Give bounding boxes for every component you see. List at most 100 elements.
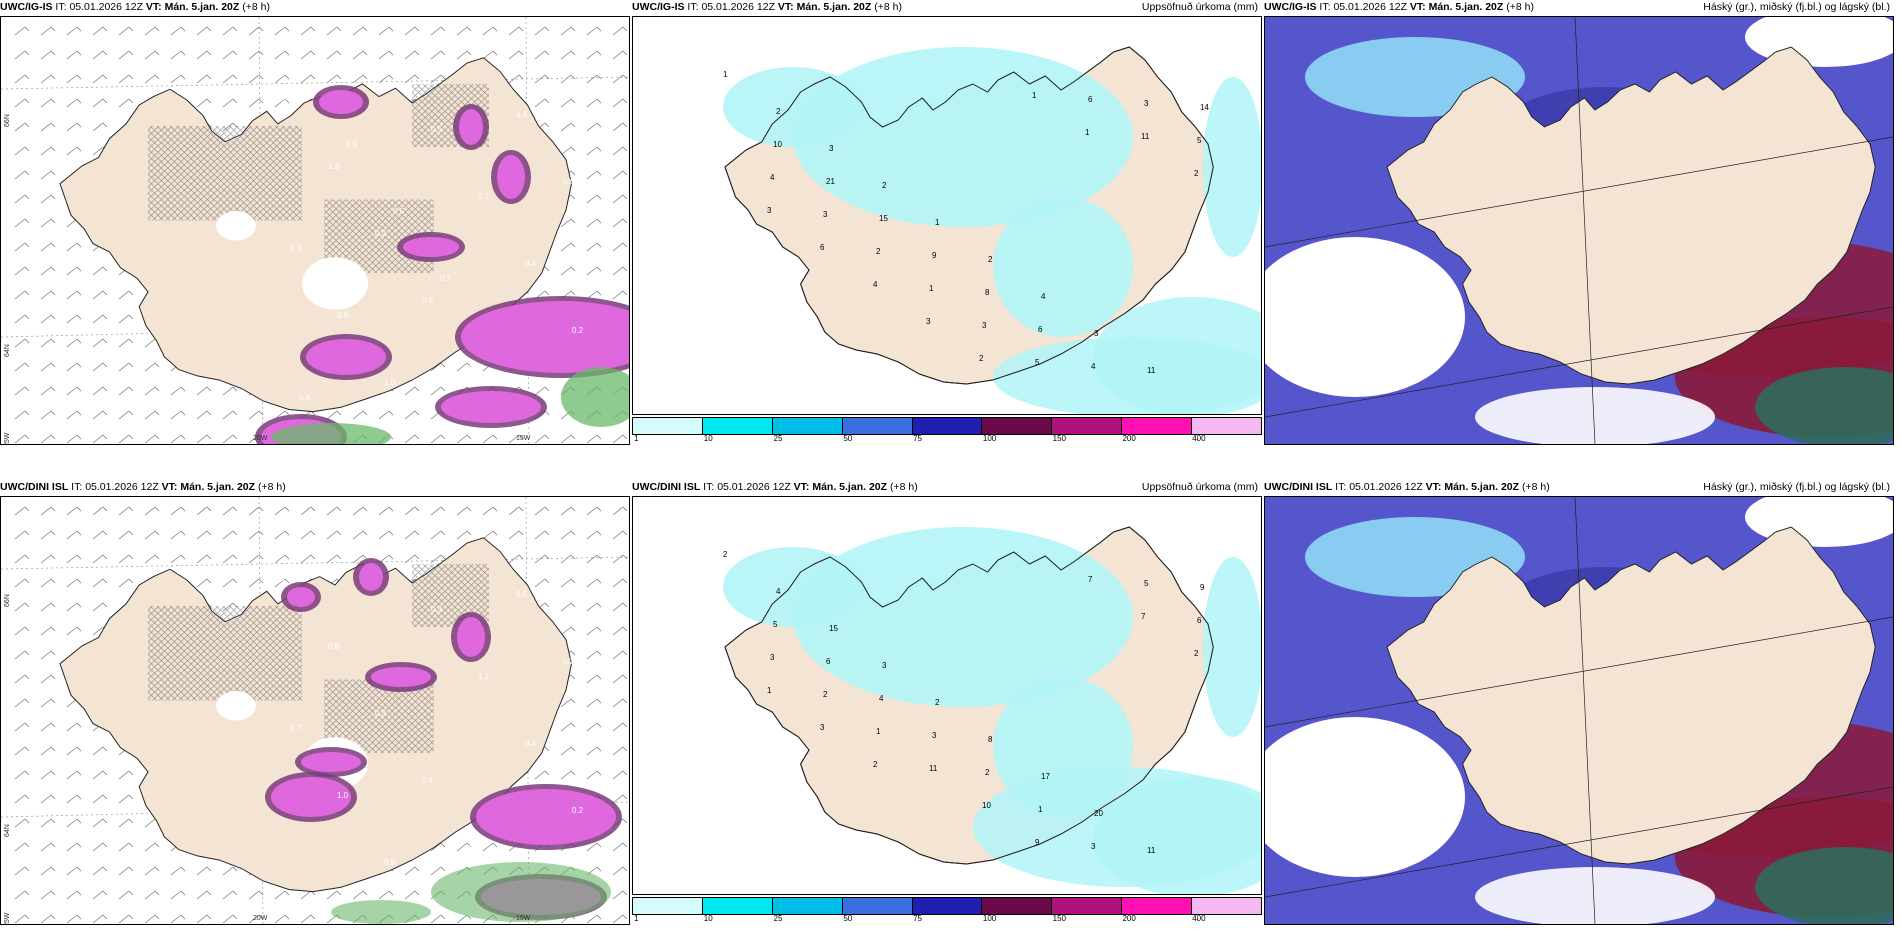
wind-barb — [378, 410, 390, 420]
wind-barb — [560, 578, 572, 588]
wind-barb — [560, 26, 572, 36]
wind-barb — [40, 602, 52, 612]
wind-barb — [118, 914, 130, 924]
wind-barb — [612, 146, 624, 156]
wind-barb-flag — [50, 386, 56, 392]
wind-barb — [118, 338, 130, 348]
valid-time: Mán. 5.jan. 20Z — [180, 481, 256, 493]
wind-barb — [196, 26, 208, 36]
wind-barb — [534, 578, 546, 588]
precip-area — [793, 47, 1133, 227]
wind-barb-flag — [50, 266, 56, 272]
wind-barb-flag — [50, 338, 56, 344]
wind-barb — [222, 554, 234, 564]
hatched-area — [148, 606, 302, 701]
wind-barb — [612, 530, 624, 540]
wind-barb-flag — [24, 890, 30, 896]
snow-value-label: 0.8 — [328, 642, 340, 651]
precip-value-label: 2 — [882, 181, 887, 190]
wind-barb-flag — [544, 74, 550, 80]
wind-barb-flag — [544, 506, 550, 512]
wind-barb — [40, 26, 52, 36]
panel-title: Uppsöfnuð úrkoma (mm) — [1141, 1, 1258, 13]
colorbar-swatch — [1122, 418, 1193, 434]
cloud-map — [1264, 496, 1894, 925]
lon-label: 20W — [253, 435, 268, 442]
wind-barb-flag — [544, 554, 550, 560]
wind-barb-flag — [232, 26, 238, 32]
wind-barb — [612, 74, 624, 84]
wind-barb-flag — [206, 386, 212, 392]
wind-barb-flag — [102, 770, 108, 776]
colorbar-swatch — [842, 898, 913, 914]
wind-barb — [612, 194, 624, 204]
wind-barb-flag — [258, 554, 264, 560]
wind-barb — [456, 434, 468, 444]
wind-barb — [404, 26, 416, 36]
wind-barb — [14, 530, 26, 540]
wind-barb-flag — [50, 866, 56, 872]
wind-barb — [40, 146, 52, 156]
wind-snow-map: 0.5 1.3 0.2 0.6 0.3 1.4 0.6 0.3 0.9 1.0 0.5 0.7 0.4 0… — [0, 16, 630, 445]
lat-label: 25W — [4, 912, 11, 924]
wind-barb — [222, 386, 234, 396]
wind-barb — [274, 530, 286, 540]
wind-barb-flag — [102, 26, 108, 32]
wind-barb-flag — [622, 506, 628, 512]
wind-barb — [14, 722, 26, 732]
snow-area-inner — [459, 109, 483, 145]
snow-value-label: 1.4 — [281, 575, 293, 584]
wind-barb-flag — [232, 578, 238, 584]
colorbar-tick-label: 100 — [982, 434, 997, 443]
rain-area — [431, 862, 611, 922]
wind-barb — [40, 50, 52, 60]
wind-barb — [586, 674, 598, 684]
wind-barb-flag — [154, 842, 160, 848]
wind-barb-flag — [518, 434, 524, 440]
wind-barb-flag — [24, 98, 30, 104]
wind-barb-flag — [596, 122, 602, 128]
valid-label: VT: — [145, 1, 162, 13]
colorbar-swatch — [633, 418, 703, 434]
wind-barb-flag — [24, 410, 30, 416]
wind-barb — [170, 866, 182, 876]
wind-barb-flag — [76, 146, 82, 152]
coastline-overlay — [724, 46, 1214, 385]
colorbar-swatch — [702, 898, 773, 914]
wind-barb — [92, 386, 104, 396]
lon-label: 20W — [253, 915, 268, 922]
wind-barb-flag — [492, 506, 498, 512]
wind-barb-flag — [206, 434, 212, 440]
wind-barb — [612, 770, 624, 780]
wind-barb-flag — [622, 242, 628, 248]
wind-barb — [118, 434, 130, 444]
wind-barb-flag — [570, 122, 576, 128]
wind-barb — [456, 50, 468, 60]
wind-barb — [274, 554, 286, 564]
wind-barb-flag — [232, 530, 238, 536]
wind-barb-flag — [154, 26, 160, 32]
wind-barb — [430, 506, 442, 516]
wind-barb — [274, 578, 286, 588]
wind-barb — [144, 410, 156, 420]
wind-barb — [248, 530, 260, 540]
wind-barb — [196, 554, 208, 564]
wind-barb-flag — [622, 170, 628, 176]
init-label: IT: — [1319, 1, 1331, 13]
wind-barb-flag — [414, 386, 420, 392]
wind-barb-flag — [492, 434, 498, 440]
wind-barb — [508, 26, 520, 36]
lead-time: (+8 h) — [874, 1, 902, 13]
wind-barb-flag — [50, 194, 56, 200]
precip-area — [993, 337, 1261, 414]
wind-barb — [14, 314, 26, 324]
wind-barb-flag — [128, 98, 134, 104]
wind-barb-flag — [544, 410, 550, 416]
wind-barb-flag — [76, 770, 82, 776]
wind-barb — [612, 650, 624, 660]
wind-barb-flag — [76, 914, 82, 920]
wind-barb — [170, 506, 182, 516]
wind-barb-flag — [50, 122, 56, 128]
precip-value-label: 11 — [1147, 846, 1156, 855]
